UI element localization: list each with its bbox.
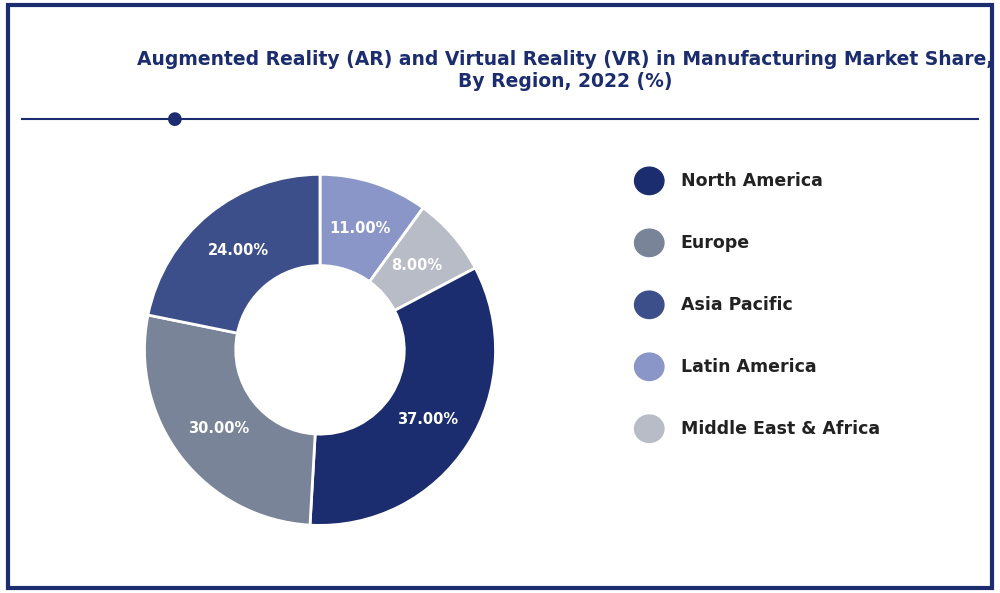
Text: 11.00%: 11.00%: [329, 221, 390, 235]
Circle shape: [635, 353, 664, 381]
Wedge shape: [148, 174, 320, 333]
Wedge shape: [310, 268, 496, 525]
Text: RESEARCH: RESEARCH: [48, 64, 111, 74]
Text: ●: ●: [167, 110, 183, 127]
Text: 8.00%: 8.00%: [391, 259, 442, 273]
Text: Latin America: Latin America: [681, 358, 816, 376]
Text: Augmented Reality (AR) and Virtual Reality (VR) in Manufacturing Market Share,
B: Augmented Reality (AR) and Virtual Reali…: [137, 50, 993, 91]
Text: PRECEDENCE: PRECEDENCE: [41, 36, 118, 45]
Wedge shape: [320, 174, 423, 282]
Circle shape: [635, 229, 664, 257]
Circle shape: [635, 415, 664, 442]
Wedge shape: [370, 208, 475, 311]
Text: Asia Pacific: Asia Pacific: [681, 296, 792, 314]
Text: Middle East & Africa: Middle East & Africa: [681, 420, 880, 438]
Text: North America: North America: [681, 172, 823, 190]
Text: 24.00%: 24.00%: [208, 243, 269, 258]
Text: 37.00%: 37.00%: [397, 412, 458, 426]
Text: 30.00%: 30.00%: [188, 420, 249, 436]
Text: Europe: Europe: [681, 234, 750, 252]
Circle shape: [635, 291, 664, 318]
Wedge shape: [144, 315, 315, 525]
Circle shape: [635, 167, 664, 195]
